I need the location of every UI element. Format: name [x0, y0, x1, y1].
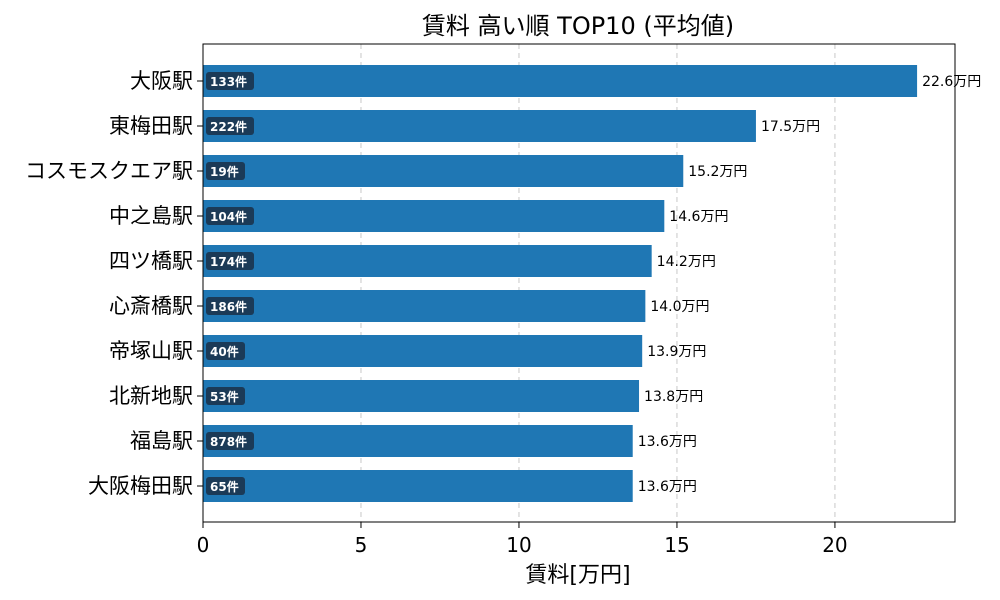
value-label: 17.5万円 — [761, 119, 820, 135]
x-tick-label: 10 — [506, 533, 531, 557]
count-badge — [206, 117, 254, 135]
count-badge — [206, 342, 245, 360]
value-label: 13.6万円 — [638, 479, 697, 495]
bar — [203, 335, 643, 367]
y-tick-label: 中之島駅 — [109, 204, 193, 228]
bar — [203, 65, 918, 97]
bar — [203, 380, 640, 412]
count-badge — [206, 162, 245, 180]
count-badge — [206, 207, 254, 225]
x-tick-labels: 0 5 10 15 20 — [197, 522, 848, 557]
count-label: 186件 — [210, 299, 247, 314]
value-label: 15.2万円 — [688, 164, 747, 180]
count-label: 878件 — [210, 434, 247, 449]
value-label: 14.2万円 — [657, 254, 716, 270]
count-label: 65件 — [210, 479, 239, 494]
count-label: 133件 — [210, 74, 247, 89]
bar — [203, 470, 633, 502]
y-tick-label: 東梅田駅 — [109, 114, 193, 138]
y-tick-label: 北新地駅 — [109, 384, 193, 408]
count-badge — [206, 72, 254, 90]
y-tick-label: 心斎橋駅 — [109, 294, 193, 318]
y-tick-label: 福島駅 — [130, 429, 193, 453]
count-label: 222件 — [210, 119, 247, 134]
count-label: 104件 — [210, 209, 247, 224]
value-label: 13.8万円 — [644, 389, 703, 405]
count-label: 19件 — [210, 164, 239, 179]
count-label: 174件 — [210, 254, 247, 269]
count-badge — [206, 252, 254, 270]
value-label: 13.6万円 — [638, 434, 697, 450]
x-tick-label: 15 — [664, 533, 689, 557]
count-label: 53件 — [210, 389, 239, 404]
count-badge — [206, 297, 254, 315]
y-tick-label: 大阪駅 — [130, 69, 193, 93]
y-tick-labels: 大阪駅東梅田駅コスモスクエア駅中之島駅四ツ橋駅心斎橋駅帝塚山駅北新地駅福島駅大阪… — [25, 69, 203, 498]
count-badge — [206, 387, 245, 405]
value-label: 14.0万円 — [650, 299, 709, 315]
y-tick-label: 大阪梅田駅 — [88, 474, 193, 498]
value-label: 14.6万円 — [669, 209, 728, 225]
x-tick-label: 20 — [822, 533, 847, 557]
value-label: 13.9万円 — [647, 344, 706, 360]
y-tick-label: 四ツ橋駅 — [109, 249, 193, 273]
y-tick-label: コスモスクエア駅 — [25, 159, 193, 183]
value-label: 22.6万円 — [922, 74, 981, 90]
chart-title: 賃料 高い順 TOP10 (平均値) — [422, 12, 734, 40]
count-badge — [206, 477, 245, 495]
plot-frame — [202, 43, 956, 523]
bars: 133件 22.6万円 222件 17.5万円 19件 15.2万円 104件 14.6万円 1… — [203, 65, 981, 502]
count-label: 40件 — [210, 344, 239, 359]
x-tick-label: 5 — [355, 533, 368, 557]
x-axis-label: 賃料[万円] — [525, 563, 630, 588]
x-tick-label: 0 — [197, 533, 210, 557]
bar — [203, 155, 684, 187]
bar — [203, 200, 665, 232]
bar — [203, 110, 756, 142]
bar — [203, 290, 646, 322]
y-tick-label: 帝塚山駅 — [109, 339, 193, 363]
count-badge — [206, 432, 254, 450]
bar — [203, 245, 652, 277]
bar — [203, 425, 633, 457]
